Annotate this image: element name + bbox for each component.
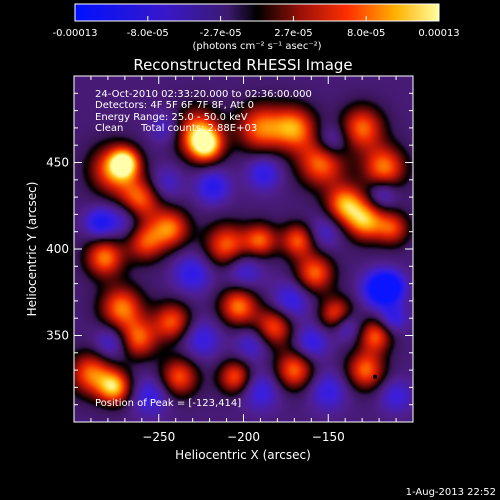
annotation-energy: Energy Range: 25.0 - 50.0 keV [95,112,248,123]
x-tick-label: −250 [142,430,175,444]
annotation-peak: Position of Peak = [-123,414] [95,398,241,409]
footer-date: 1-Aug-2013 22:52 [406,487,496,498]
colorbar-ticks: -0.00013 -8.0e-05 -2.7e-05 2.7e-05 8.0e-05 0.… [53,16,460,39]
colorbar-tick-label: 2.7e-05 [274,28,312,39]
chart-title: Reconstructed RHESSI Image [133,56,352,74]
colorbar-tick-label: -8.0e-05 [127,28,169,39]
colorbar-tick-label: -2.7e-05 [200,28,242,39]
x-tick-label: −200 [227,430,260,444]
annotation-time: 24-Oct-2010 02:33:20.000 to 02:36:00.000 [95,89,312,100]
x-axis-label: Heliocentric X (arcsec) [175,448,311,462]
y-axis-label: Heliocentric Y (arcsec) [25,182,39,317]
y-tick-label: 400 [46,242,69,256]
peak-marker [373,374,378,379]
annotation-counts: Total counts: 2.88E+03 [140,123,257,134]
annotation-algorithm: Clean [95,123,123,134]
heatmap-image [74,76,413,422]
annotation-detectors: Detectors: 4F 5F 6F 7F 8F, Att 0 [95,100,254,111]
colorbar [74,3,440,22]
colorbar-tick-label: -0.00013 [53,28,98,39]
y-tick-label: 450 [46,156,69,170]
colorbar-units: (photons cm⁻² s⁻¹ asec⁻²) [192,41,321,52]
x-tick-label: −150 [312,430,345,444]
colorbar-tick-label: 0.00013 [418,28,459,39]
y-tick-label: 350 [46,329,69,343]
colorbar-tick-label: 8.0e-05 [347,28,385,39]
axis-ticks: −250 −200 −150 350 400 450 [46,76,413,444]
